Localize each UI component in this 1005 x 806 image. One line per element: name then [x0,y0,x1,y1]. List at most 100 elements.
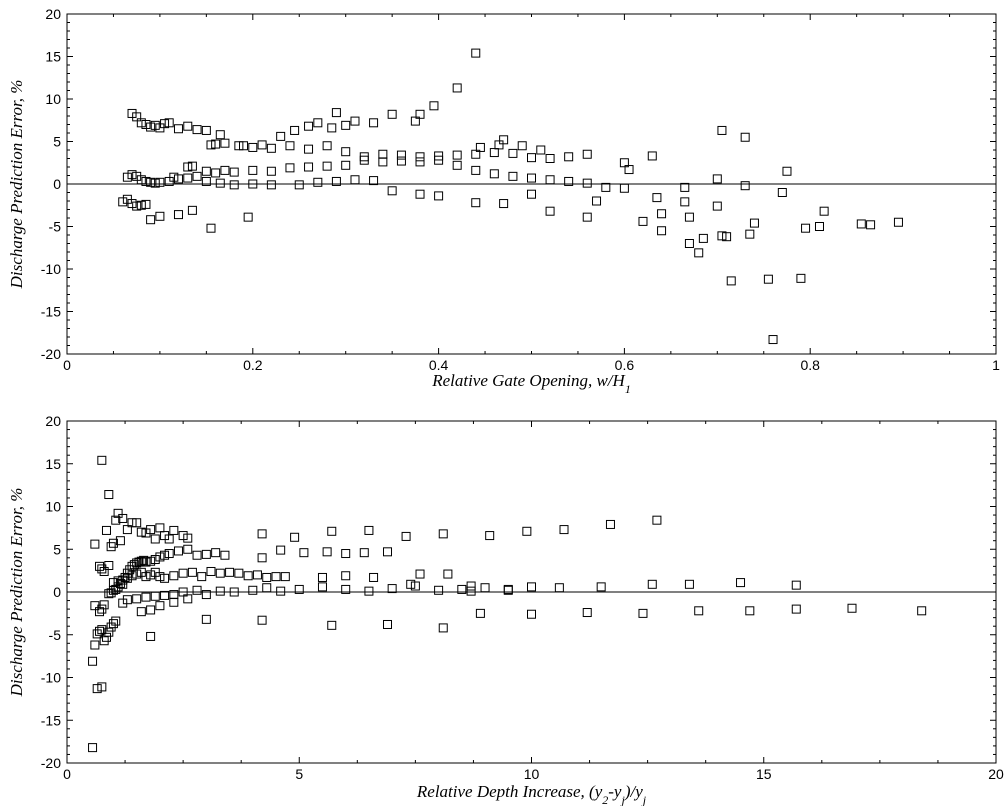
chart-1-data-point-35 [136,527,146,537]
chart-1-y-tick-label: 20 [45,413,61,429]
chart-0-data-point-114 [248,179,258,189]
chart-0-data-point-144 [717,125,727,135]
chart-0-data-point-159 [819,206,829,216]
chart-1-data-point-136 [638,608,648,618]
chart-0-data-point-103 [136,200,146,210]
chart-0-data-point-95 [494,140,504,150]
chart-1-data-point-135 [582,608,592,618]
chart-1-data-point-171 [791,580,801,590]
chart-1-data-point-88 [206,566,216,576]
chart-1-data-point-119 [457,584,467,594]
chart-0-x-tick-label: 0.6 [615,357,635,373]
chart-0-data-point-38 [136,175,146,185]
chart-0-data-point-99 [118,197,128,207]
chart-1-data-point-74 [118,579,128,589]
chart-0-data-point-17 [285,141,295,151]
chart-1-data-point-124 [146,605,156,615]
chart-1-data-point-165 [503,585,513,595]
chart-0-data-point-50 [220,165,230,175]
chart-0-data-point-93 [471,48,481,58]
chart-1-x-tick-label: 5 [295,766,303,782]
chart-0-data-point-18 [304,144,314,154]
chart-0-data-point-11 [192,125,202,135]
chart-1-data-point-140 [847,603,857,613]
chart-1-data-point-68 [183,544,193,554]
chart-1-y-tick-label: 5 [53,541,61,557]
chart-0-data-point-68 [545,154,555,163]
chart-0-data-point-113 [229,180,239,190]
chart-1-x-tick-label: 0 [63,766,71,782]
chart-1-data-point-92 [243,571,253,581]
chart-1-data-point-83 [160,573,170,583]
chart-0-data-point-131 [638,216,648,226]
chart-1-data-point-36 [141,528,151,538]
chart-1-y-tick-label: -5 [49,627,62,643]
chart-1-data-point-61 [141,557,151,567]
chart-0-data-point-90 [415,109,425,119]
chart-1-data-point-161 [383,547,393,557]
chart-1-data-point-67 [173,546,183,556]
chart-0-data-point-97 [517,141,527,151]
chart-1-data-point-100 [141,592,151,602]
chart-0-data-point-57 [341,160,351,170]
chart-0-y-tick-label: 10 [45,91,61,107]
chart-1-data-point-39 [155,523,165,533]
chart-0-data-point-124 [471,198,481,208]
chart-0-data-point-36 [127,170,137,180]
chart-1-data-point-43 [178,531,188,541]
chart-0-data-point-0 [127,108,137,118]
chart-1-data-point-120 [480,583,490,593]
chart-0-y-axis-label: Discharge Prediction Error, % [7,80,26,290]
chart-0-y-tick-label: 15 [45,49,61,65]
chart-1-data-point-71 [211,548,221,558]
chart-0-x-axis-label: Relative Gate Opening, w/H1 [431,371,631,396]
chart-0-data-point-10 [183,121,193,131]
chart-1-data-point-62 [146,556,156,566]
chart-1-data-point-137 [694,606,704,616]
chart-0-data-point-125 [499,199,509,209]
chart-0-data-point-35 [122,172,132,182]
chart-0-data-point-65 [489,148,499,158]
chart-1-data-point-125 [155,601,165,611]
chart-1-data-point-95 [271,572,281,582]
chart-0-data-point-21 [359,152,369,162]
chart-0-data-point-123 [434,191,444,201]
chart-0-data-point-122 [415,189,425,199]
chart-0-data-point-1 [132,112,142,122]
chart-1-data-point-33 [127,518,137,528]
chart-0-data-point-101 [127,199,137,209]
chart-1-data-point-91 [234,568,244,578]
chart-1-data-point-86 [187,567,197,577]
chart-1-data-point-98 [122,595,132,605]
chart-1-data-point-2 [97,682,107,692]
chart-1-data-point-111 [276,586,286,596]
chart-1-data-point-107 [215,586,225,596]
chart-1-data-point-167 [596,582,606,592]
chart-0-data-point-161 [866,220,876,230]
chart-0-data-point-158 [814,222,824,231]
chart-0-data-point-136 [657,226,667,236]
chart-1-data-point-53 [122,568,132,578]
chart-1-data-point-10 [104,627,114,637]
chart-1-data-point-118 [434,585,444,595]
chart-0-data-point-152 [763,274,773,284]
chart-1-data-point-154 [220,550,230,560]
chart-0-data-point-160 [856,219,866,229]
chart-0-data-point-163 [680,197,690,207]
chart-1-data-point-8 [99,636,109,646]
chart-0-data-point-115 [266,180,276,190]
chart-0-data-point-129 [592,196,602,206]
chart-1-data-point-46 [106,588,116,598]
chart-1-data-point-16 [99,600,109,610]
chart-0-data-point-148 [740,181,750,191]
chart-0-data-point-155 [782,166,792,176]
chart-0-data-point-118 [331,176,341,186]
chart-1-data-point-149 [485,531,495,541]
chart-0-data-point-140 [694,248,704,258]
chart-0-data-point-67 [527,153,536,163]
chart-0-data-point-84 [331,108,341,118]
chart-1-data-point-23 [104,490,114,500]
chart-1-x-axis-label-subscript: 2 [602,793,608,806]
chart-0-data-point-91 [429,101,439,111]
